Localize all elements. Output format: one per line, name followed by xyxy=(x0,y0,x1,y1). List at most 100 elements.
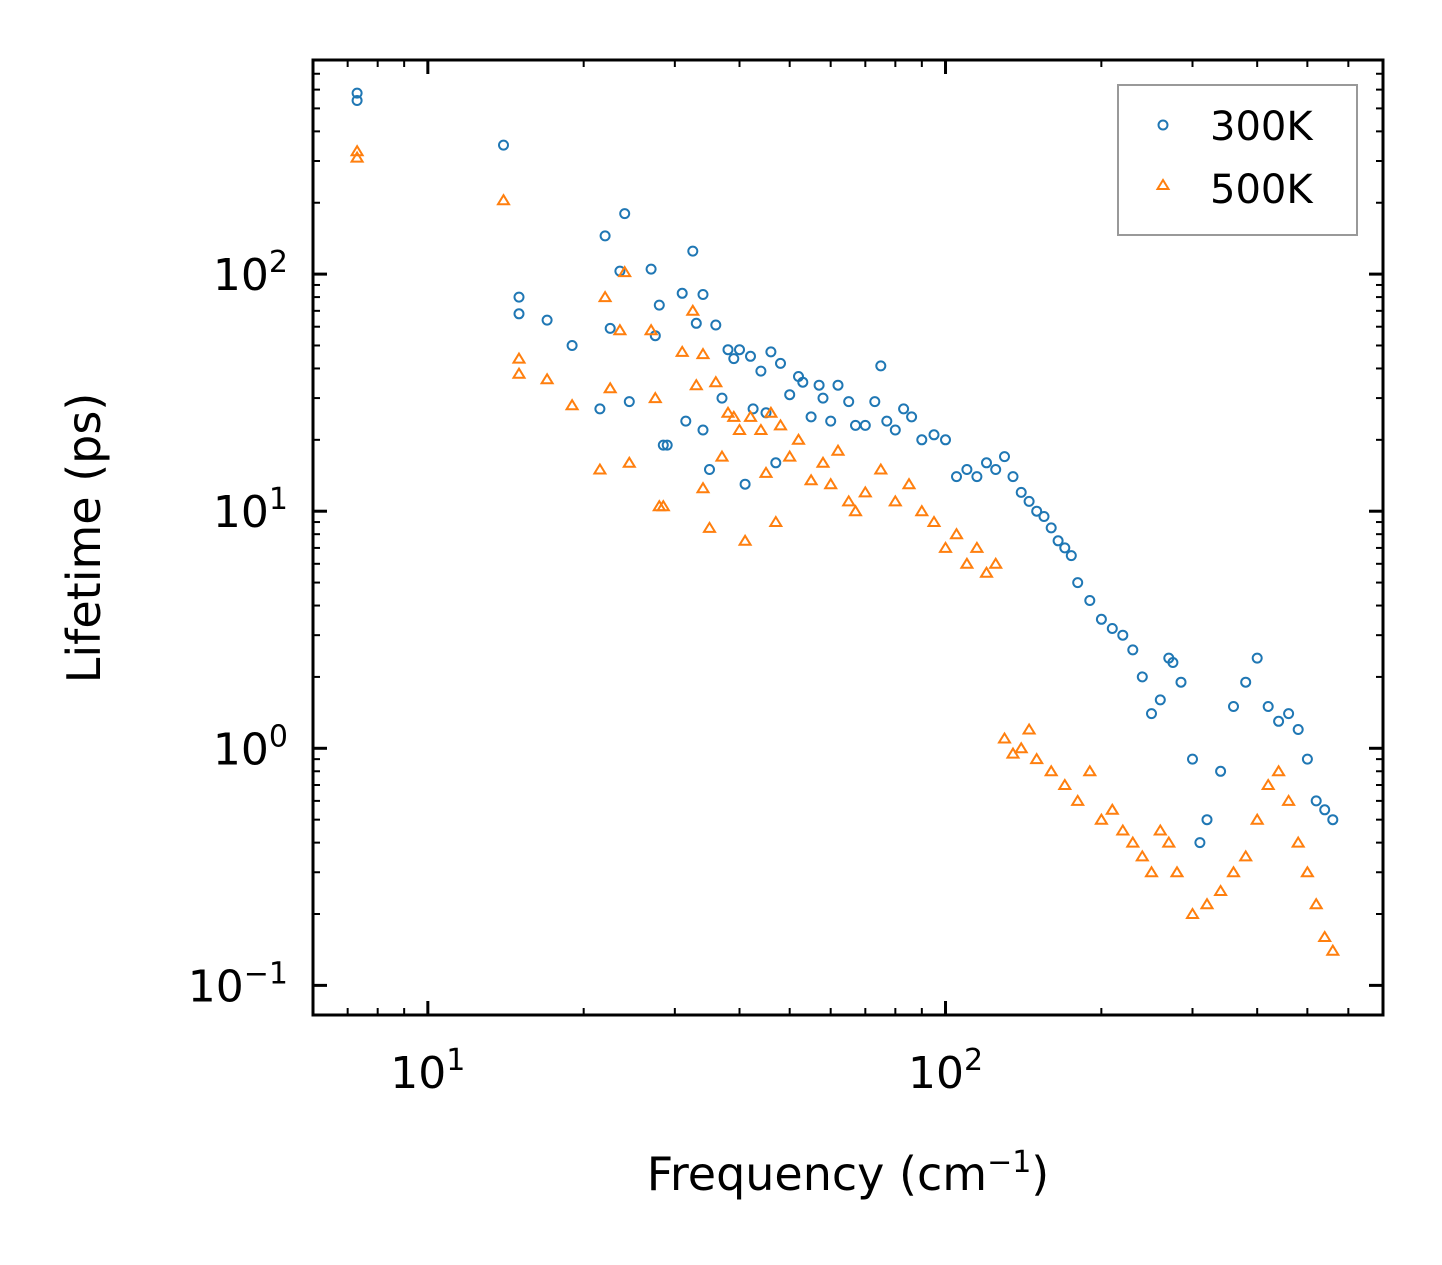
point-300k xyxy=(1146,708,1157,720)
point-500k xyxy=(511,351,527,364)
point-500k xyxy=(1105,802,1120,815)
point-500k xyxy=(1226,865,1241,878)
point-500k xyxy=(1057,778,1073,790)
point-300k xyxy=(817,392,829,404)
point-500k xyxy=(695,347,711,360)
point-300k xyxy=(594,403,606,415)
point-500k xyxy=(1043,764,1059,777)
point-300k xyxy=(739,478,751,490)
legend-label-500k: 500K xyxy=(1210,167,1314,213)
point-500k xyxy=(708,375,724,388)
point-300k xyxy=(747,403,759,415)
point-300k xyxy=(661,439,673,451)
point-300k xyxy=(784,389,796,401)
point-500k xyxy=(1300,865,1315,878)
point-300k xyxy=(697,289,709,300)
point-500k xyxy=(702,520,717,533)
point-500k xyxy=(988,556,1003,569)
point-500k xyxy=(959,556,975,569)
point-500k xyxy=(938,540,953,553)
point-300k xyxy=(599,230,611,242)
point-500k xyxy=(648,391,663,404)
point-500k xyxy=(674,344,690,357)
point-500k xyxy=(803,473,819,486)
point-300k xyxy=(775,357,786,369)
point-300k xyxy=(990,464,1002,475)
point-300k xyxy=(832,379,844,391)
series-500k xyxy=(349,144,1341,956)
point-300k xyxy=(1283,708,1295,720)
point-300k xyxy=(1007,471,1019,483)
point-500k xyxy=(602,381,618,394)
point-500k xyxy=(1144,865,1159,878)
point-500k xyxy=(737,533,753,546)
point-300k xyxy=(770,457,782,469)
point-300k xyxy=(1059,542,1071,554)
y-tick-label: 100 xyxy=(213,719,288,775)
point-300k xyxy=(1201,814,1213,826)
point-500k xyxy=(1070,793,1085,806)
plot-frame xyxy=(311,58,1385,1017)
point-500k xyxy=(726,409,742,422)
point-500k xyxy=(763,405,779,418)
point-500k xyxy=(873,462,889,475)
point-300k xyxy=(1301,753,1313,765)
series-300k xyxy=(351,87,1339,849)
point-500k xyxy=(1185,907,1200,919)
point-500k xyxy=(612,323,628,336)
point-500k xyxy=(732,423,747,435)
point-500k xyxy=(622,455,637,468)
point-500k xyxy=(888,494,903,507)
point-300k xyxy=(961,464,973,475)
point-500k xyxy=(1115,823,1131,836)
point-500k xyxy=(1249,812,1265,825)
point-500k xyxy=(823,477,838,490)
point-500k xyxy=(1308,897,1324,910)
point-300k xyxy=(1136,671,1148,683)
y-tick-label: 10−1 xyxy=(188,956,288,1012)
point-500k xyxy=(720,405,736,418)
legend-marker-500k xyxy=(1155,178,1171,190)
point-300k xyxy=(623,396,635,408)
point-300k xyxy=(755,365,767,377)
point-500k xyxy=(643,323,659,336)
point-300k xyxy=(981,457,992,469)
legend: 300K 500K xyxy=(1117,84,1358,236)
y-tick-labels: 10−1 100 101 102 xyxy=(188,245,288,1012)
point-500k xyxy=(1125,835,1141,848)
point-300k xyxy=(805,411,817,423)
point-300k xyxy=(676,287,688,299)
point-500k xyxy=(597,290,613,303)
point-300k xyxy=(999,451,1010,463)
point-500k xyxy=(1161,835,1177,848)
point-300k xyxy=(1273,715,1285,727)
point-500k xyxy=(1169,865,1185,878)
point-300k xyxy=(1106,623,1118,634)
point-500k xyxy=(564,398,580,411)
point-300k xyxy=(1251,652,1263,664)
point-300k xyxy=(351,95,363,106)
point-300k xyxy=(1175,676,1187,688)
point-300k xyxy=(653,299,665,311)
y-axis-label: Lifetime (ps) xyxy=(57,393,111,684)
point-500k xyxy=(349,144,365,157)
point-300k xyxy=(765,346,777,358)
point-300k xyxy=(1187,753,1198,765)
point-500k xyxy=(1213,884,1228,896)
point-300k xyxy=(1065,550,1077,562)
point-500k xyxy=(496,193,511,206)
point-300k xyxy=(1038,511,1050,522)
point-300k xyxy=(971,471,983,483)
point-300k xyxy=(1015,486,1027,498)
point-300k xyxy=(1031,505,1043,517)
y-tick-label: 102 xyxy=(213,245,288,301)
point-300k xyxy=(875,360,887,372)
point-300k xyxy=(513,308,525,320)
point-300k xyxy=(813,379,825,391)
y-tick-label: 101 xyxy=(213,482,288,538)
point-300k xyxy=(657,439,669,451)
point-500k xyxy=(782,449,797,462)
point-500k xyxy=(773,418,788,431)
point-300k xyxy=(1117,629,1129,641)
